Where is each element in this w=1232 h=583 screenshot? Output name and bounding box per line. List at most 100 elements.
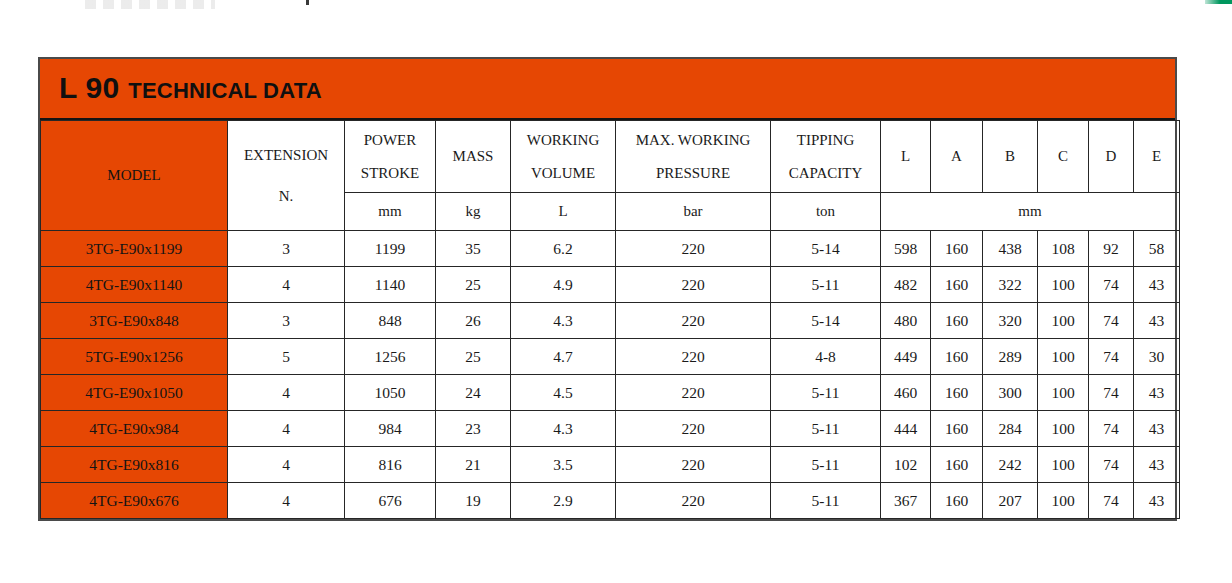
- value-cell: 207: [983, 483, 1038, 519]
- table-row: 3TG-E90x8483848264.32205-144801603201007…: [41, 303, 1180, 339]
- value-cell: 676: [345, 483, 436, 519]
- value-cell: 242: [983, 447, 1038, 483]
- table-row: 4TG-E90x6764676192.92205-113671602071007…: [41, 483, 1180, 519]
- value-cell: 160: [931, 267, 983, 303]
- header-line: POWER: [345, 133, 435, 148]
- value-cell: 5: [228, 339, 345, 375]
- value-cell: 3: [228, 231, 345, 267]
- value-cell: 1199: [345, 231, 436, 267]
- value-cell: 220: [616, 447, 771, 483]
- column-header-dim-l: L: [881, 121, 931, 193]
- model-cell: 3TG-E90x1199: [41, 231, 228, 267]
- header-line: EXTENSION: [228, 148, 344, 163]
- unit-dimensions: mm: [881, 193, 1180, 231]
- value-cell: 74: [1089, 483, 1134, 519]
- value-cell: 3.5: [511, 447, 616, 483]
- value-cell: 4-8: [771, 339, 881, 375]
- value-cell: 449: [881, 339, 931, 375]
- model-cell: 5TG-E90x1256: [41, 339, 228, 375]
- column-header-extension: EXTENSION N.: [228, 121, 345, 231]
- value-cell: 43: [1134, 267, 1180, 303]
- value-cell: 848: [345, 303, 436, 339]
- value-cell: 58: [1134, 231, 1180, 267]
- table-row: 4TG-E90x114041140254.92205-1148216032210…: [41, 267, 1180, 303]
- value-cell: 5-11: [771, 375, 881, 411]
- header-line: N.: [228, 189, 344, 204]
- cutoff-text-fragment: [85, 0, 215, 9]
- table-row: 5TG-E90x125651256254.72204-8449160289100…: [41, 339, 1180, 375]
- value-cell: 4.3: [511, 303, 616, 339]
- technical-data-table: MODEL EXTENSION N. POWER STROKE MASS WOR…: [40, 120, 1180, 519]
- column-header-dim-e: E: [1134, 121, 1180, 193]
- value-cell: 43: [1134, 303, 1180, 339]
- value-cell: 92: [1089, 231, 1134, 267]
- table-row: 4TG-E90x105041050244.52205-1146016030010…: [41, 375, 1180, 411]
- unit-power-stroke: mm: [345, 193, 436, 231]
- column-header-model: MODEL: [41, 121, 228, 231]
- value-cell: 482: [881, 267, 931, 303]
- value-cell: 4: [228, 411, 345, 447]
- section-title: TECHNICAL DATA: [128, 80, 321, 102]
- value-cell: 30: [1134, 339, 1180, 375]
- column-header-dim-d: D: [1089, 121, 1134, 193]
- value-cell: 4.3: [511, 411, 616, 447]
- value-cell: 160: [931, 375, 983, 411]
- value-cell: 816: [345, 447, 436, 483]
- value-cell: 43: [1134, 375, 1180, 411]
- header-line: CAPACITY: [771, 166, 880, 181]
- page: { "page": { "top_accent_color": "#00975E…: [0, 0, 1232, 583]
- cutoff-text-fragment: [306, 0, 309, 5]
- value-cell: 23: [436, 411, 511, 447]
- value-cell: 100: [1038, 267, 1089, 303]
- value-cell: 160: [931, 231, 983, 267]
- value-cell: 300: [983, 375, 1038, 411]
- value-cell: 160: [931, 339, 983, 375]
- header-line: WORKING: [511, 133, 615, 148]
- value-cell: 6.2: [511, 231, 616, 267]
- value-cell: 4: [228, 375, 345, 411]
- page-corner-accent: [1205, 0, 1232, 4]
- value-cell: 438: [983, 231, 1038, 267]
- value-cell: 5-11: [771, 411, 881, 447]
- table-body: 3TG-E90x119931199356.22205-1459816043810…: [41, 231, 1180, 519]
- model-cell: 4TG-E90x984: [41, 411, 228, 447]
- value-cell: 2.9: [511, 483, 616, 519]
- value-cell: 220: [616, 411, 771, 447]
- value-cell: 74: [1089, 339, 1134, 375]
- model-cell: 3TG-E90x848: [41, 303, 228, 339]
- value-cell: 5-14: [771, 303, 881, 339]
- value-cell: 108: [1038, 231, 1089, 267]
- value-cell: 1256: [345, 339, 436, 375]
- value-cell: 74: [1089, 303, 1134, 339]
- column-header-dim-a: A: [931, 121, 983, 193]
- value-cell: 5-14: [771, 231, 881, 267]
- value-cell: 4.5: [511, 375, 616, 411]
- unit-tipping-capacity: ton: [771, 193, 881, 231]
- value-cell: 160: [931, 447, 983, 483]
- value-cell: 984: [345, 411, 436, 447]
- value-cell: 5-11: [771, 483, 881, 519]
- value-cell: 220: [616, 375, 771, 411]
- table-row: 3TG-E90x119931199356.22205-1459816043810…: [41, 231, 1180, 267]
- column-header-power-stroke: POWER STROKE: [345, 121, 436, 193]
- model-cell: 4TG-E90x1140: [41, 267, 228, 303]
- value-cell: 5-11: [771, 267, 881, 303]
- value-cell: 43: [1134, 411, 1180, 447]
- header-line: TIPPING: [771, 133, 880, 148]
- header-line: PRESSURE: [616, 166, 770, 181]
- value-cell: 220: [616, 303, 771, 339]
- value-cell: 100: [1038, 483, 1089, 519]
- value-cell: 5-11: [771, 447, 881, 483]
- column-header-working-volume: WORKING VOLUME: [511, 121, 616, 193]
- value-cell: 102: [881, 447, 931, 483]
- model-cell: 4TG-E90x816: [41, 447, 228, 483]
- value-cell: 220: [616, 267, 771, 303]
- value-cell: 598: [881, 231, 931, 267]
- value-cell: 4: [228, 447, 345, 483]
- value-cell: 74: [1089, 411, 1134, 447]
- value-cell: 21: [436, 447, 511, 483]
- value-cell: 460: [881, 375, 931, 411]
- value-cell: 4: [228, 267, 345, 303]
- value-cell: 220: [616, 339, 771, 375]
- value-cell: 43: [1134, 483, 1180, 519]
